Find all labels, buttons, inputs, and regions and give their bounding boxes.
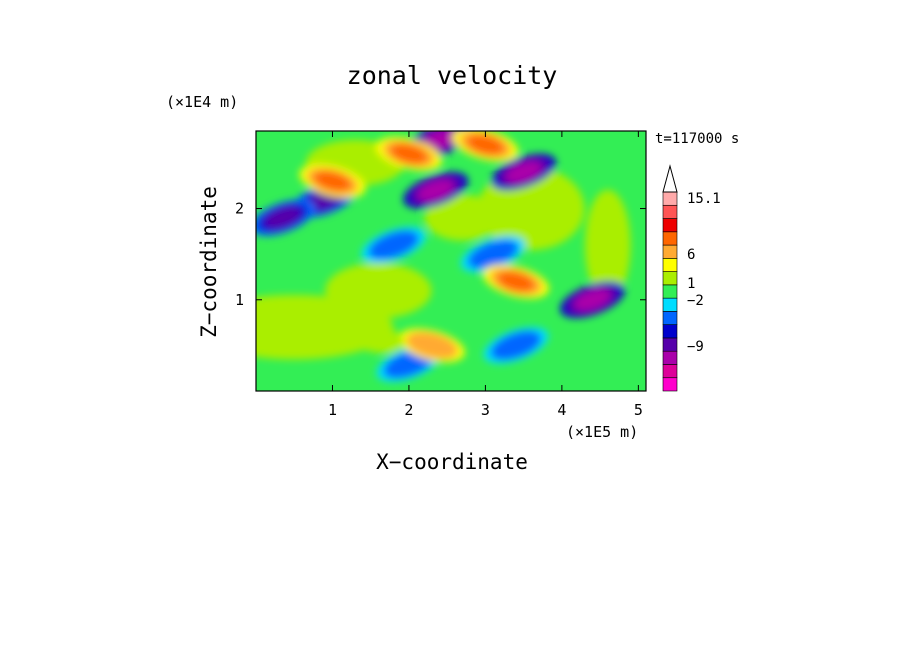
colorbar-swatch <box>662 204 678 219</box>
colorbar-label: 1 <box>687 276 695 292</box>
x-axis: 1 2 3 4 5 <box>328 131 643 419</box>
field-feature <box>428 133 451 148</box>
y-unit-label: (×1E4 m) <box>166 93 238 111</box>
colorbar-swatch <box>662 231 678 246</box>
chart-title: zonal velocity <box>347 61 558 90</box>
field-feature <box>264 206 301 229</box>
field-feature <box>406 331 458 359</box>
field-band <box>424 194 501 241</box>
field-feature <box>424 183 447 198</box>
y-tick-label: 2 <box>235 200 244 218</box>
colorbar-swatch <box>662 324 678 339</box>
colorbar-swatch <box>662 271 678 286</box>
time-label: t=117000 s <box>655 131 739 147</box>
x-tick-label: 3 <box>481 401 490 419</box>
colorbar-swatch <box>662 244 678 259</box>
field-feature <box>466 134 504 155</box>
field-feature <box>581 292 604 307</box>
colorbar-swatch <box>662 377 678 392</box>
x-tick-label: 5 <box>634 401 643 419</box>
colorbar-swatch <box>662 337 678 352</box>
colorbar-extend-triangle <box>662 164 678 193</box>
y-axis: 12 <box>235 200 646 309</box>
x-axis-label: X−coordinate <box>376 450 528 474</box>
field-feature <box>368 230 419 260</box>
colorbar-swatch <box>662 218 678 233</box>
field-band <box>584 189 631 301</box>
field-band <box>325 263 432 319</box>
x-tick-label: 4 <box>557 401 566 419</box>
colorbar-swatch <box>662 350 678 365</box>
x-tick-label: 1 <box>328 401 337 419</box>
field-feature <box>390 143 428 164</box>
x-unit-label: (×1E5 m) <box>566 423 638 441</box>
field-feature <box>512 165 535 179</box>
field-feature <box>344 322 397 350</box>
colorbar-swatch <box>662 258 678 272</box>
colorbar-label: 15.1 <box>687 191 721 207</box>
field-feature <box>497 271 535 292</box>
colorbar-swatch <box>662 311 678 325</box>
field-feature <box>490 330 542 360</box>
y-axis-label: Z−coordinate <box>197 186 221 338</box>
field-feature <box>467 239 519 269</box>
contour-field <box>256 131 646 391</box>
colorbar-label: 6 <box>687 247 695 263</box>
plot-frame <box>255 130 647 392</box>
colorbar-swatch <box>662 284 678 299</box>
y-tick-label: 1 <box>235 291 244 309</box>
x-tick-label: 2 <box>404 401 413 419</box>
colorbar-swatch <box>662 191 678 206</box>
colorbar-label: −2 <box>687 293 704 309</box>
colorbar-swatch <box>662 297 678 312</box>
field-feature <box>313 171 352 192</box>
colorbar-swatch <box>662 364 678 379</box>
colorbar-label: −9 <box>687 339 704 355</box>
colorbar: 15.1 6 1−2 −9 <box>662 164 721 392</box>
